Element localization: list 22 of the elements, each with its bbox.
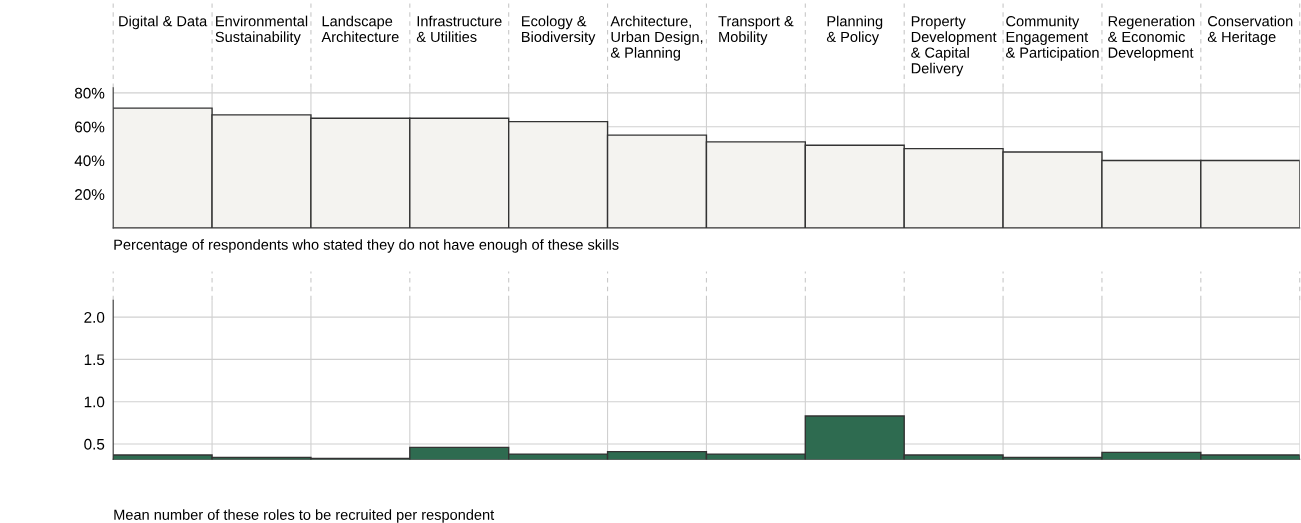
y-tick-label: 60% xyxy=(75,121,105,133)
x-tick-label: Environmental Sustainability xyxy=(215,15,308,45)
y-tick-label: 80% xyxy=(74,87,105,99)
y-tick-label: 0.5 xyxy=(84,438,105,450)
x-tick-label: Property Development & Capital Delivery xyxy=(911,16,997,77)
x-tick-label: Landscape Architecture xyxy=(321,15,399,43)
x-axis-title: Mean number of these roles to be recruited per respondent xyxy=(114,509,495,523)
x-tick-label: Digital & Data xyxy=(119,15,208,30)
y-tick-label: 20% xyxy=(75,189,105,200)
x-tick-label: Planning & Policy xyxy=(826,15,883,45)
x-tick-label: Conservation & Heritage xyxy=(1207,15,1293,45)
x-axis-title: Percentage of respondents who stated they do not have enough of these skills xyxy=(114,239,619,253)
y-tick-label: 1.5 xyxy=(84,354,105,366)
x-tick-label: Infrastructure & Utilities xyxy=(416,15,502,43)
y-tick-label: 40% xyxy=(74,155,105,167)
x-tick-label: Transport & Mobility xyxy=(718,16,794,45)
x-tick-label: Ecology & Biodiversity xyxy=(522,15,596,45)
x-tick-label: Architecture, Urban Design, & Planning xyxy=(610,15,703,61)
y-tick-label: 2.0 xyxy=(84,311,105,323)
y-tick-label: 1.0 xyxy=(84,396,105,408)
x-tick-label: Regeneration & Economic Development xyxy=(1108,15,1195,61)
x-tick-label: Community Engagement & Participation xyxy=(1006,15,1099,61)
